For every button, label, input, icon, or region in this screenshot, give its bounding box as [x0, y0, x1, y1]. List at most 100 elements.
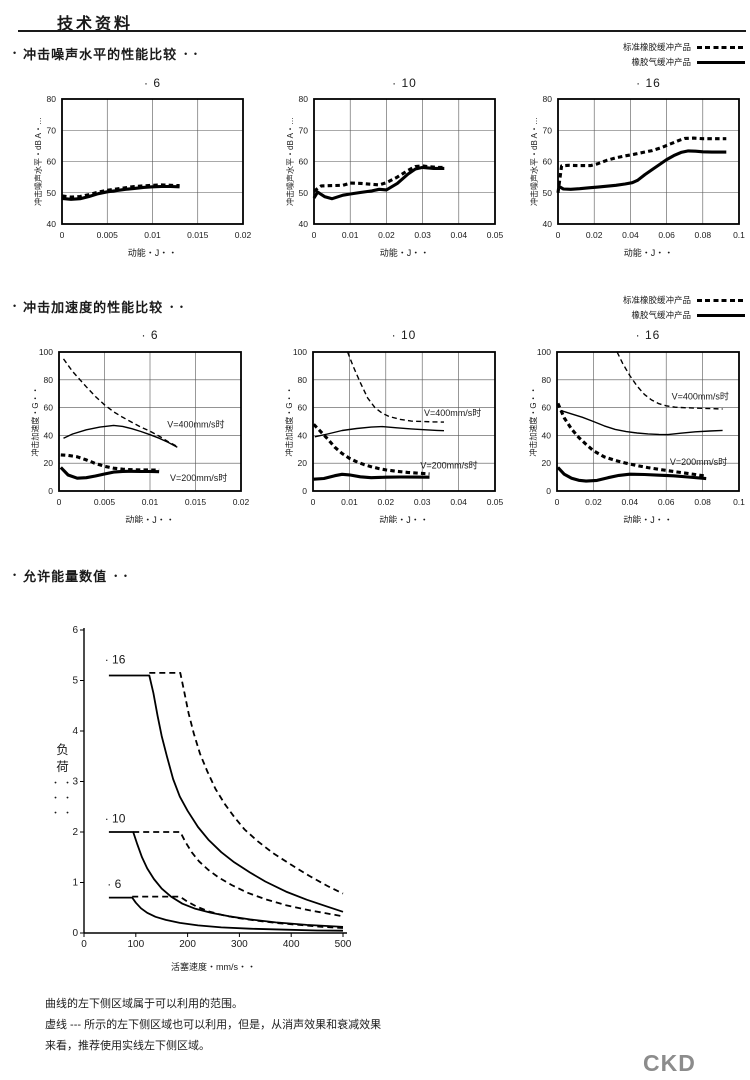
footer-line-1: 曲线的左下侧区域属于可以利用的范围。 — [45, 998, 243, 1010]
legend-accel: 标准橡胶缓冲产品 橡胶气缓冲产品 — [623, 294, 745, 321]
svg-text:40: 40 — [543, 219, 553, 229]
section-energy-header: • 允许能量数值 • • — [13, 566, 129, 585]
legend-label-standard: 标准橡胶缓冲产品 — [622, 42, 691, 52]
legend-label-aircushion: 橡胶气缓冲产品 — [631, 57, 691, 67]
accel-chart-phi16: · 16 0 0.02 0.04 0.06 0.08 0.1 0 20 40 60 80 100 动能・… — [523, 328, 750, 523]
svg-text:500: 500 — [335, 939, 352, 950]
svg-text:50: 50 — [299, 188, 309, 198]
section-noise-title: 冲击噪声水平的性能比较 — [23, 47, 178, 62]
svg-text:0.1: 0.1 — [733, 230, 745, 240]
chart-title-phi6: · 6 — [143, 76, 161, 90]
svg-text:V=400mm/s时: V=400mm/s时 — [424, 407, 481, 418]
legend-row-aircushion: 橡胶气缓冲产品 — [631, 56, 745, 68]
svg-text:80: 80 — [542, 375, 552, 385]
footer-notes: 曲线的左下侧区域属于可以利用的范围。 虚线 --- 所示的左下侧区域也可以利用，… — [45, 994, 565, 1057]
svg-text:0.02: 0.02 — [586, 230, 603, 240]
noise-chart-phi16-svg: 0 0.02 0.04 0.06 0.08 0.1 40 50 60 70 80 动能・J・・ 冲击噪声… — [529, 94, 745, 257]
allowable-energy-chart: 0 100 200 300 400 500 0 1 2 3 4 5 6 活塞速度・mm/s・・ · 16 · … — [40, 612, 380, 972]
svg-text:0.005: 0.005 — [94, 497, 116, 507]
allowable-energy-chart-svg: 0 100 200 300 400 500 0 1 2 3 4 5 6 活塞速度・mm/s・・ · 16 · … — [72, 625, 352, 972]
svg-text:0.02: 0.02 — [378, 497, 395, 507]
chart-title-phi10: · 10 — [391, 328, 417, 342]
section-accel-title: 冲击加速度的性能比较 — [23, 300, 164, 315]
svg-text:V=200mm/s时: V=200mm/s时 — [170, 472, 227, 483]
legend-row-standard: 标准橡胶缓冲产品 — [623, 41, 745, 53]
svg-text:动能・J・・: 动能・J・・ — [624, 247, 674, 257]
svg-text:0: 0 — [48, 486, 53, 496]
svg-text:0.01: 0.01 — [144, 230, 161, 240]
chart-title-phi16: · 16 — [635, 328, 661, 342]
noise-chart-phi6: · 6 0 0.005 0.01 0.015 0.02 40 50 60 70 80 动能・J・・ 冲… — [28, 76, 258, 257]
svg-text:0: 0 — [556, 230, 561, 240]
svg-text:0.01: 0.01 — [342, 230, 359, 240]
svg-text:60: 60 — [44, 403, 54, 413]
svg-text:40: 40 — [542, 430, 552, 440]
section-accel-suffix: • • — [170, 301, 185, 312]
svg-text:80: 80 — [299, 94, 309, 104]
accel-chart-phi16-svg: 0 0.02 0.04 0.06 0.08 0.1 0 20 40 60 80 100 动能・J・・ 冲击… — [528, 347, 745, 523]
legend-row-aircushion: 橡胶气缓冲产品 — [631, 309, 745, 321]
svg-text:0.04: 0.04 — [622, 497, 639, 507]
section-noise-header: • 冲击噪声水平的性能比较 • • — [13, 44, 199, 63]
chart-title-phi10: · 10 — [392, 76, 417, 90]
svg-text:20: 20 — [542, 458, 552, 468]
svg-text:冲击噪声水平・dB A・…: 冲击噪声水平・dB A・… — [529, 117, 539, 206]
svg-text:80: 80 — [298, 375, 308, 385]
svg-text:活塞速度・mm/s・・: 活塞速度・mm/s・・ — [171, 961, 256, 972]
svg-text:0.06: 0.06 — [658, 497, 675, 507]
legend-noise: 标准橡胶缓冲产品 橡胶气缓冲产品 — [623, 41, 745, 68]
noise-chart-phi6-plot: 0 0.005 0.01 0.015 0.02 40 50 60 70 80 动能・J・・ 冲击噪声水… — [28, 91, 258, 257]
svg-text:6: 6 — [72, 625, 78, 636]
svg-text:20: 20 — [44, 458, 54, 468]
accel-chart-phi16-plot: 0 0.02 0.04 0.06 0.08 0.1 0 20 40 60 80 100 动能・J・・ 冲击… — [523, 343, 750, 523]
svg-text:0.08: 0.08 — [695, 230, 712, 240]
section-noise-suffix: • • — [184, 48, 199, 59]
svg-text:V=200mm/s时: V=200mm/s时 — [670, 456, 727, 467]
svg-text:0.01: 0.01 — [142, 497, 159, 507]
svg-text:300: 300 — [231, 939, 248, 950]
section-bullet-icon: • — [13, 48, 17, 58]
svg-text:2: 2 — [72, 827, 78, 838]
svg-text:· 10: · 10 — [105, 811, 126, 825]
accel-chart-phi10-svg: 0 0.01 0.02 0.03 0.04 0.05 0 20 40 60 80 100 动能・J・・ 冲… — [284, 347, 504, 523]
svg-text:0.03: 0.03 — [414, 497, 431, 507]
footer-line-2: 虚线 --- 所示的左下侧区域也可以利用，但是，从消声效果和衰减效果 — [45, 1019, 382, 1031]
svg-text:60: 60 — [543, 157, 553, 167]
energy-y-axis-label-line: ・・ — [50, 808, 75, 818]
svg-text:70: 70 — [543, 125, 553, 135]
energy-y-axis-label-line: ・・ — [50, 793, 75, 803]
energy-y-axis-label-line: 荷 — [56, 760, 70, 774]
chart-title-phi6: · 6 — [141, 328, 159, 342]
svg-text:400: 400 — [283, 939, 300, 950]
svg-text:动能・J・・: 动能・J・・ — [379, 514, 429, 523]
svg-text:动能・J・・: 动能・J・・ — [380, 247, 430, 257]
svg-text:0.015: 0.015 — [187, 230, 209, 240]
svg-text:3: 3 — [72, 777, 78, 788]
svg-text:0.03: 0.03 — [414, 230, 431, 240]
svg-text:5: 5 — [72, 676, 78, 687]
svg-text:200: 200 — [179, 939, 196, 950]
accel-chart-phi6-svg: 0 0.005 0.01 0.015 0.02 0 20 40 60 80 100 动能・J・・ 冲击加… — [30, 347, 250, 523]
page-title: 技术资料 — [57, 16, 134, 33]
svg-text:0.02: 0.02 — [235, 230, 252, 240]
svg-text:0.04: 0.04 — [622, 230, 639, 240]
svg-text:80: 80 — [47, 94, 57, 104]
svg-text:冲击噪声水平・dB A・…: 冲击噪声水平・dB A・… — [33, 117, 43, 206]
svg-text:60: 60 — [299, 157, 309, 167]
svg-text:· 16: · 16 — [105, 652, 126, 666]
energy-y-axis-label-line: ・・ — [50, 778, 75, 788]
svg-text:100: 100 — [127, 939, 144, 950]
section-accel-header: • 冲击加速度的性能比较 • • — [13, 297, 185, 316]
noise-chart-phi10-plot: 0 0.01 0.02 0.03 0.04 0.05 40 50 60 70 80 动能・J・・ 冲击噪… — [280, 91, 510, 257]
noise-chart-phi10-svg: 0 0.01 0.02 0.03 0.04 0.05 40 50 60 70 80 动能・J・・ 冲击噪… — [285, 94, 504, 257]
svg-text:20: 20 — [298, 458, 308, 468]
svg-text:0.02: 0.02 — [378, 230, 395, 240]
svg-text:动能・J・・: 动能・J・・ — [125, 514, 175, 523]
svg-text:0.005: 0.005 — [97, 230, 119, 240]
svg-text:0: 0 — [555, 497, 560, 507]
section-bullet-icon: • — [13, 570, 17, 580]
svg-text:60: 60 — [542, 403, 552, 413]
svg-text:冲击加速度・G・・: 冲击加速度・G・・ — [284, 386, 294, 456]
svg-text:0: 0 — [302, 486, 307, 496]
svg-text:0.02: 0.02 — [585, 497, 602, 507]
